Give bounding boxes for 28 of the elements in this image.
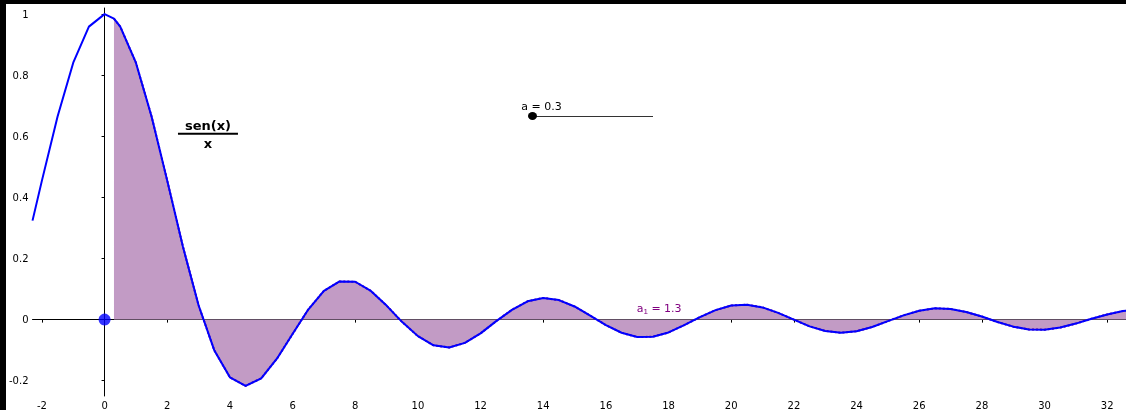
x-tick-label: 18 — [662, 399, 675, 410]
x-tick-label: 30 — [1038, 399, 1051, 410]
x-tick-label: 6 — [289, 399, 296, 410]
x-tick-label: 20 — [724, 399, 738, 410]
y-tick-label: 0.2 — [12, 253, 29, 265]
x-tick-label: 28 — [975, 399, 989, 410]
y-tick-label: 0.8 — [12, 69, 29, 81]
x-tick-label: 14 — [536, 399, 550, 410]
x-tick-label: 8 — [352, 399, 359, 410]
x-tick-label: -2 — [36, 399, 47, 410]
y-tick-label: 0.6 — [12, 130, 29, 142]
annotation: a = 0.3 — [521, 99, 562, 113]
x-tick-label: 24 — [850, 399, 863, 410]
x-tick-label: 10 — [411, 399, 425, 410]
annotation: sen(x) — [184, 117, 232, 133]
y-tick-label: 1 — [22, 8, 29, 20]
y-tick-label: 0 — [22, 314, 29, 326]
x-tick-label: 4 — [226, 399, 234, 410]
annotation: x — [203, 135, 213, 151]
x-tick-label: 2 — [164, 399, 171, 410]
x-tick-label: 0 — [101, 399, 108, 410]
y-tick-label: -0.2 — [9, 375, 29, 387]
x-tick-label: 22 — [787, 399, 801, 410]
y-tick-label: 0.4 — [12, 191, 29, 203]
x-tick-label: 12 — [474, 399, 487, 410]
x-tick-label: 26 — [912, 399, 926, 410]
x-tick-label: 16 — [599, 399, 613, 410]
x-tick-label: 32 — [1100, 399, 1114, 410]
